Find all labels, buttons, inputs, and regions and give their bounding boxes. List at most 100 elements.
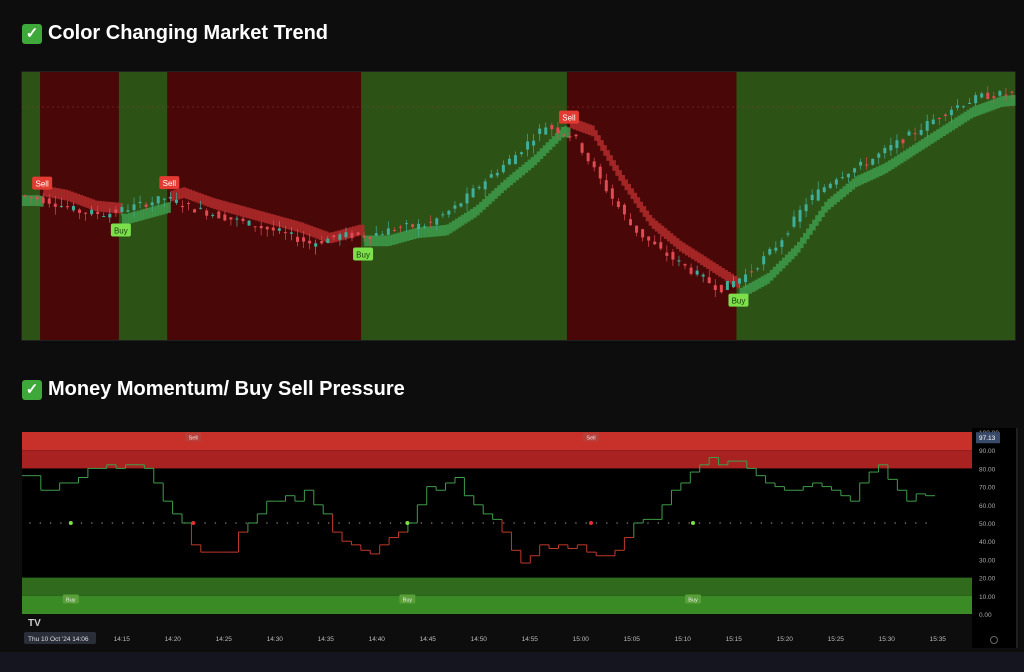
trend-ribbon <box>442 224 447 236</box>
trend-ribbon <box>233 204 238 215</box>
trend-ribbon <box>527 159 532 171</box>
midline-dot <box>60 522 62 524</box>
trend-ribbon <box>500 182 504 194</box>
trend-zone-bull <box>361 72 567 340</box>
candle-body <box>774 247 778 251</box>
trend-ribbon <box>88 198 93 210</box>
trend-ribbon <box>188 189 193 201</box>
candle-body <box>114 209 118 213</box>
candle-body <box>247 220 251 226</box>
y-axis-area <box>972 428 1016 648</box>
signal-buy <box>353 247 374 261</box>
trend-ribbon <box>872 168 877 179</box>
signal-buy <box>685 594 701 604</box>
trend-ribbon <box>418 227 423 238</box>
midline-dot <box>503 522 505 524</box>
candle-body <box>168 196 172 199</box>
x-tick-label: 15:20 <box>777 636 794 643</box>
candle-body <box>23 195 27 197</box>
trend-ribbon <box>470 208 474 220</box>
candle-body <box>629 219 633 226</box>
buy-band-upper <box>22 577 972 596</box>
x-tick-label: Thu 10 Oct '24 14:06 <box>28 636 89 643</box>
trend-ribbon <box>981 102 986 114</box>
trend-ribbon <box>694 250 698 262</box>
trend-ribbon <box>509 174 513 186</box>
candle-body <box>350 232 354 239</box>
candle-body <box>556 127 560 134</box>
candle-body <box>744 274 748 283</box>
candle-body <box>834 179 838 185</box>
trend-ribbon <box>367 235 371 247</box>
candle-body <box>59 205 63 207</box>
x-tick-label: 14:20 <box>165 636 182 643</box>
midline-dot <box>739 522 742 524</box>
trend-ribbon <box>678 240 683 252</box>
x-tick-label: 15:15 <box>726 636 743 643</box>
trend-ribbon <box>624 179 628 191</box>
candle-body <box>532 140 536 146</box>
candle-body <box>822 187 826 193</box>
signal-label: Buy <box>403 597 413 603</box>
midline-dot <box>142 522 145 524</box>
trend-ribbon <box>457 216 462 228</box>
trend-ribbon <box>657 223 662 234</box>
candle-body <box>441 214 445 216</box>
midline-dot <box>327 522 330 524</box>
candle-body <box>574 134 578 137</box>
candle-body <box>211 214 215 216</box>
trend-ribbon <box>279 216 283 228</box>
midline-dot <box>533 522 536 524</box>
trend-zone-bear <box>167 72 362 340</box>
midline-dot <box>358 522 361 524</box>
trend-ribbon <box>539 148 544 160</box>
trend-ribbon <box>715 264 719 275</box>
trend-ribbon <box>712 262 716 273</box>
midline-dot <box>915 522 917 524</box>
trend-ribbon <box>370 235 374 247</box>
trend-ribbon <box>697 252 701 264</box>
trend-ribbon <box>930 133 934 144</box>
candle-body <box>429 221 433 223</box>
trend-ribbon <box>576 119 580 131</box>
candle-body <box>828 183 832 188</box>
trend-ribbon <box>815 215 819 226</box>
candle-body <box>792 216 796 227</box>
signal-label: Buy <box>66 597 76 603</box>
trend-ribbon <box>152 206 156 218</box>
x-tick-label: 14:25 <box>216 636 233 643</box>
trend-ribbon <box>709 260 713 271</box>
candle-body <box>253 226 257 228</box>
trend-ribbon <box>497 185 501 196</box>
trend-ribbon <box>385 235 389 247</box>
signal-sell <box>558 110 579 124</box>
y-tick-label: 30.00 <box>979 557 996 564</box>
trend-ribbon <box>812 219 816 231</box>
trend-ribbon <box>397 232 401 244</box>
midline-dot <box>750 522 752 524</box>
trend-ribbon <box>721 267 725 279</box>
trend-ribbon <box>651 218 656 229</box>
y-tick-label: 90.00 <box>979 448 996 455</box>
x-tick-label: 14:50 <box>471 636 488 643</box>
x-tick-label: 14:45 <box>420 636 437 643</box>
candle-body <box>453 205 457 209</box>
candle-body <box>265 226 269 230</box>
trend-ribbon <box>572 118 577 130</box>
trend-ribbon <box>745 284 750 296</box>
candle-body <box>695 270 699 275</box>
midline-dot <box>647 522 649 524</box>
signal-label: Sell <box>163 179 177 188</box>
candle-body <box>677 260 681 262</box>
trend-ribbon <box>633 192 638 204</box>
trend-ribbon <box>833 193 837 205</box>
candle-body <box>901 139 905 144</box>
x-tick-label: 15:00 <box>573 636 590 643</box>
trend-ribbon <box>306 224 311 236</box>
midline-dot <box>400 522 402 524</box>
trend-ribbon <box>127 212 132 224</box>
candle-body <box>798 209 802 222</box>
midline-dot <box>719 522 721 524</box>
trend-ribbon <box>866 170 871 182</box>
trend-ribbon <box>821 206 825 218</box>
